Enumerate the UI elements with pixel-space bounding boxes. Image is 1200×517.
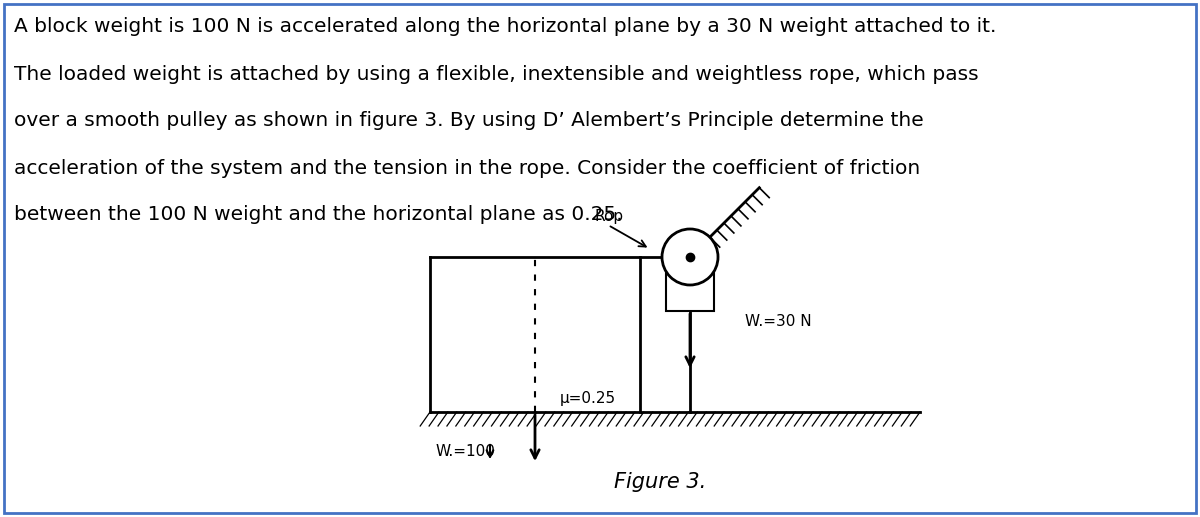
Text: W.=30 N: W.=30 N xyxy=(745,314,811,329)
Bar xyxy=(666,267,714,311)
Text: The loaded weight is attached by using a flexible, inextensible and weightless r: The loaded weight is attached by using a… xyxy=(14,65,979,84)
Text: μ=0.25: μ=0.25 xyxy=(560,391,616,406)
Text: Rop: Rop xyxy=(595,209,624,224)
Text: over a smooth pulley as shown in figure 3. By using D’ Alembert’s Principle dete: over a smooth pulley as shown in figure … xyxy=(14,112,924,130)
Text: A block weight is 100 N is accelerated along the horizontal plane by a 30 N weig: A block weight is 100 N is accelerated a… xyxy=(14,18,996,37)
Text: Figure 3.: Figure 3. xyxy=(614,472,706,492)
Text: W.=100: W.=100 xyxy=(436,445,494,460)
Text: acceleration of the system and the tension in the rope. Consider the coefficient: acceleration of the system and the tensi… xyxy=(14,159,920,177)
Circle shape xyxy=(662,229,718,285)
Text: between the 100 N weight and the horizontal plane as 0.25.: between the 100 N weight and the horizon… xyxy=(14,205,623,224)
